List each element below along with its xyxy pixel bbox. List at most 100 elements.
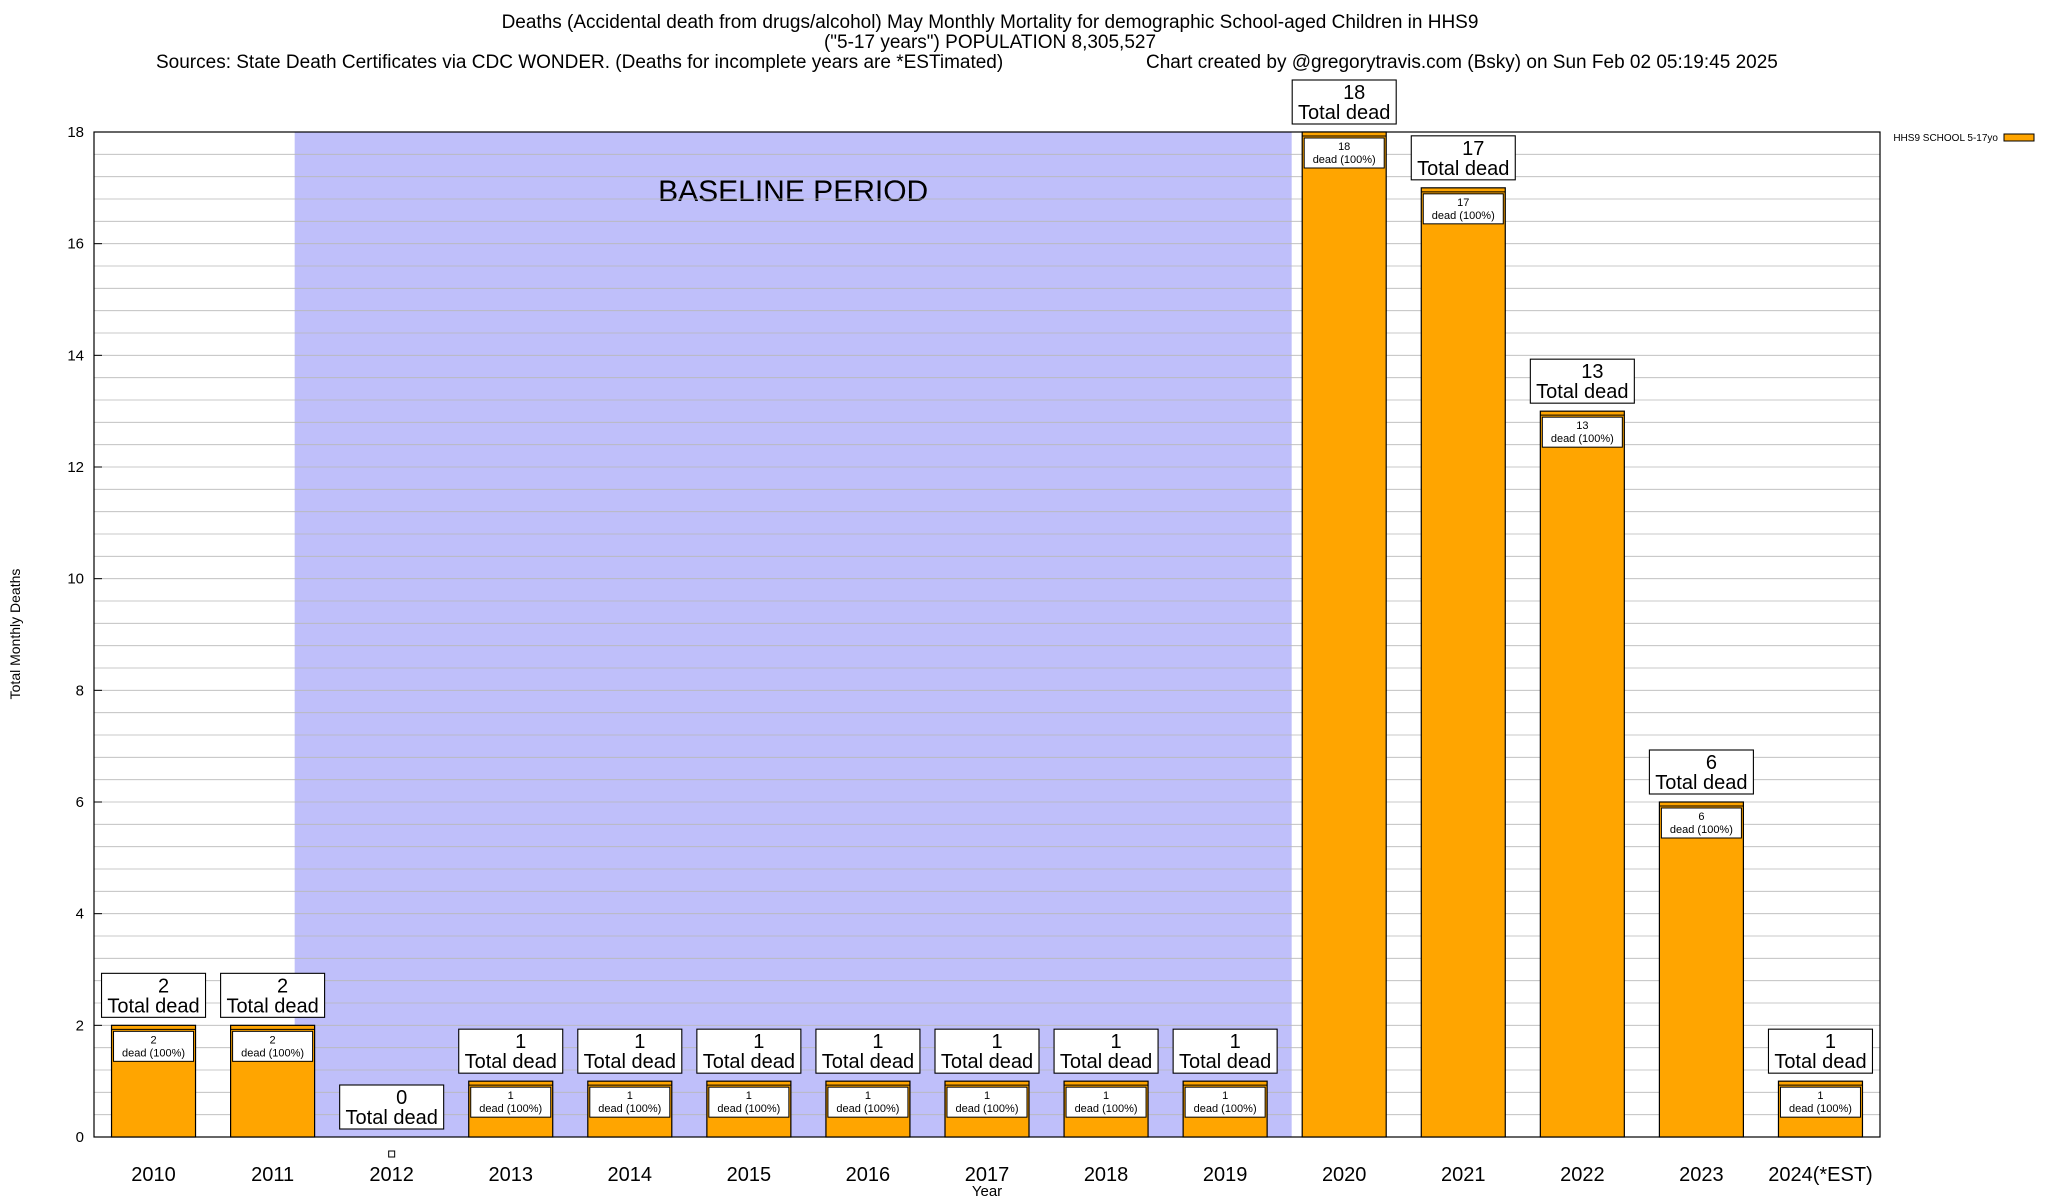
x-tick-label: 2014 — [608, 1164, 653, 1186]
total-label-text: Total dead — [941, 1051, 1033, 1073]
bar-inner-label: dead (100%) — [1432, 210, 1495, 222]
total-label-value: 6 — [1706, 752, 1717, 774]
y-tick-label: 2 — [76, 1017, 84, 1034]
total-label-text: Total dead — [822, 1051, 914, 1073]
x-tick-label: 2015 — [727, 1164, 772, 1186]
bar-inner-label: dead (100%) — [1551, 433, 1614, 445]
total-label-text: Total dead — [1179, 1051, 1271, 1073]
baseline-period-label: BASELINE PERIOD — [658, 175, 928, 208]
x-tick-label: 2021 — [1441, 1164, 1486, 1186]
bar-inner-value: 1 — [746, 1090, 752, 1102]
total-label-value: 1 — [991, 1031, 1002, 1053]
bar-2023 — [1658, 801, 1745, 1138]
total-label-value: 1 — [634, 1031, 645, 1053]
bar-inner-label: dead (100%) — [479, 1103, 542, 1115]
bar-inner-label-box — [113, 1030, 195, 1062]
bar-inner-label-box — [1303, 137, 1385, 169]
x-tick-label: 2011 — [251, 1164, 294, 1186]
bar-inner-value: 1 — [1222, 1090, 1228, 1102]
x-tick-label: 2016 — [846, 1164, 891, 1186]
total-label-value: 2 — [277, 975, 288, 997]
bar-inner-value: 2 — [270, 1034, 276, 1046]
total-label-value: 17 — [1462, 138, 1484, 160]
bar-inner-label-box — [1065, 1086, 1147, 1118]
total-label-box — [1291, 79, 1397, 125]
y-tick-label: 14 — [67, 347, 84, 364]
x-tick-label: 2010 — [131, 1164, 176, 1186]
chart-title-line-1: Deaths (Accidental death from drugs/alco… — [501, 12, 1479, 33]
bar-inner-label-box — [470, 1086, 552, 1118]
total-label-text: Total dead — [1060, 1051, 1152, 1073]
total-label-box — [339, 1084, 445, 1130]
bar-inner-value: 2 — [150, 1034, 156, 1046]
y-tick-label: 6 — [76, 794, 84, 811]
bar-inner-value: 13 — [1576, 420, 1588, 432]
bar-2022 — [1539, 410, 1625, 1138]
total-label-box — [220, 972, 326, 1018]
total-label-text: Total dead — [226, 995, 318, 1017]
total-label-box — [458, 1028, 564, 1074]
x-tick-label: 2018 — [1084, 1164, 1129, 1186]
bar-2020 — [1301, 131, 1387, 1138]
total-label-value: 1 — [753, 1031, 764, 1053]
total-label-text: Total dead — [1298, 102, 1390, 124]
bar-inner-label: dead (100%) — [717, 1103, 780, 1115]
bar-inner-label: dead (100%) — [1194, 1103, 1257, 1115]
bar-inner-value: 1 — [627, 1090, 633, 1102]
y-tick-label: 8 — [76, 682, 84, 699]
total-label-value: 0 — [396, 1087, 407, 1109]
x-tick-label: 2023 — [1679, 1164, 1724, 1186]
bar-inner-value: 1 — [508, 1090, 514, 1102]
legend-entry-label: HHS9 SCHOOL 5-17yo — [1893, 133, 1998, 144]
bar-inner-label: dead (100%) — [1313, 154, 1376, 166]
bar-inner-label: dead (100%) — [1670, 824, 1733, 836]
total-label-text: Total dead — [1417, 158, 1509, 180]
total-label-box — [1410, 135, 1516, 181]
bar-inner-label: dead (100%) — [1075, 1103, 1138, 1115]
bar-inner-label-box — [1660, 807, 1742, 839]
total-label-value: 13 — [1581, 361, 1603, 383]
baseline-period-band — [294, 132, 1292, 1137]
total-label-value: 1 — [872, 1031, 883, 1053]
total-label-text: Total dead — [346, 1107, 438, 1129]
total-label-text: Total dead — [1536, 381, 1628, 403]
x-axis-label: Year — [972, 1183, 1002, 1200]
bar-inner-label-box — [1779, 1086, 1861, 1118]
total-label-text: Total dead — [703, 1051, 795, 1073]
bar-inner-value: 1 — [865, 1090, 871, 1102]
total-label-box — [577, 1028, 683, 1074]
total-label-text: Total dead — [584, 1051, 676, 1073]
total-label-value: 1 — [1825, 1031, 1836, 1053]
total-label-box — [1648, 749, 1754, 795]
bar-inner-label-box — [1184, 1086, 1266, 1118]
bar-inner-label-box — [708, 1086, 790, 1118]
total-label-box — [1053, 1028, 1159, 1074]
x-tick-label: 2012 — [369, 1164, 414, 1186]
bar-inner-label: dead (100%) — [1789, 1103, 1852, 1115]
x-tick-label: 2019 — [1203, 1164, 1248, 1186]
total-label-value: 1 — [1111, 1031, 1122, 1053]
x-tick-label: 2020 — [1322, 1164, 1367, 1186]
x-tick-label: 2017 — [965, 1164, 1010, 1186]
y-tick-label: 16 — [67, 236, 84, 253]
total-label-box — [696, 1028, 802, 1074]
total-label-text: Total dead — [107, 995, 199, 1017]
total-label-value: 1 — [515, 1031, 526, 1053]
total-label-text: Total dead — [1774, 1051, 1866, 1073]
chart-credit-line: Chart created by @gregorytravis.com (Bsk… — [1146, 52, 1778, 73]
bar-inner-label: dead (100%) — [241, 1047, 304, 1059]
bar-inner-label-box — [589, 1086, 671, 1118]
bar-zero-marker-2012 — [388, 1150, 396, 1158]
legend-swatch — [2003, 133, 2035, 142]
bar-inner-value: 17 — [1457, 197, 1469, 209]
bar-inner-label-box — [1422, 193, 1504, 225]
bar-inner-label-box — [232, 1030, 314, 1062]
x-tick-label: 2022 — [1560, 1164, 1605, 1186]
bar-inner-label: dead (100%) — [598, 1103, 661, 1115]
y-tick-label: 10 — [67, 571, 84, 588]
y-tick-label: 18 — [67, 124, 84, 141]
total-label-box — [1767, 1028, 1874, 1074]
bar-inner-label-box — [946, 1086, 1028, 1118]
total-label-text: Total dead — [1655, 772, 1747, 794]
